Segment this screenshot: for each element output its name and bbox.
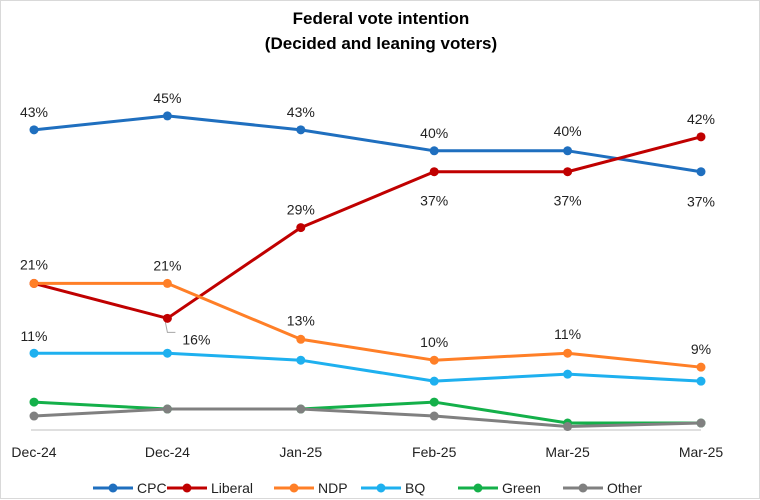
- data-label-ndp-3: 10%: [420, 334, 448, 350]
- data-label-cpc-2: 43%: [287, 104, 315, 120]
- x-tick-label-4: Mar-25: [545, 444, 590, 460]
- x-tick-label-3: Feb-25: [412, 444, 457, 460]
- data-point-liberal-2: [296, 223, 306, 233]
- data-point-liberal-5: [696, 132, 706, 142]
- legend-item-liberal: Liberal: [167, 480, 253, 496]
- data-point-liberal-4: [563, 167, 573, 177]
- data-label-ndp-4: 11%: [554, 326, 581, 342]
- data-point-bq-0: [29, 348, 39, 358]
- series-lines: [32, 114, 703, 429]
- data-point-other-1: [162, 404, 172, 414]
- x-tick-label-5: Mar-25: [679, 444, 724, 460]
- legend-item-green: Green: [458, 480, 541, 496]
- series-line-liberal: [32, 135, 703, 320]
- data-point-cpc-3: [429, 146, 439, 156]
- legend-swatch-marker: [376, 483, 386, 493]
- data-point-cpc-4: [563, 146, 573, 156]
- data-label-cpc-0: 43%: [20, 104, 48, 120]
- x-tick-label-0: Dec-24: [11, 444, 56, 460]
- data-point-other-3: [429, 411, 439, 421]
- data-labels: 43% 45% 43% 40% 40% 37% 21% 16% 29% 37% 37% 42% 21% 1…: [20, 90, 715, 357]
- data-point-ndp-5: [696, 362, 706, 372]
- data-point-ndp-0: [29, 278, 39, 288]
- legend-swatch-marker: [182, 483, 192, 493]
- legend-label: Green: [502, 480, 541, 496]
- data-label-ndp-1: 21%: [153, 257, 181, 273]
- data-label-cpc-5: 37%: [687, 194, 715, 210]
- data-point-cpc-0: [29, 125, 39, 135]
- legend-label: NDP: [318, 480, 348, 496]
- data-point-other-4: [563, 422, 573, 432]
- data-point-bq-1: [162, 348, 172, 358]
- data-label-liberal-3: 37%: [420, 193, 448, 209]
- data-point-bq-4: [563, 369, 573, 379]
- series-line-cpc: [32, 114, 703, 174]
- legend-item-cpc: CPC: [93, 480, 167, 496]
- legend-label: CPC: [137, 480, 167, 496]
- data-point-ndp-1: [162, 278, 172, 288]
- series-line-bq: [32, 351, 703, 383]
- data-label-ndp-5: 9%: [691, 341, 711, 357]
- legend-label: BQ: [405, 480, 425, 496]
- chart-subtitle: (Decided and leaning voters): [265, 34, 497, 53]
- data-label-ndp-2: 13%: [287, 312, 315, 328]
- legend-item-other: Other: [563, 480, 642, 496]
- leader-line-liberal-1: [164, 322, 176, 333]
- data-label-bq-0: 11%: [21, 328, 48, 344]
- series-points: [29, 111, 706, 432]
- data-point-bq-3: [429, 376, 439, 386]
- chart-title: Federal vote intention: [293, 9, 470, 28]
- legend-item-ndp: NDP: [274, 480, 348, 496]
- data-label-cpc-1: 45%: [153, 90, 181, 106]
- legend-item-bq: BQ: [361, 480, 425, 496]
- data-label-liberal-5: 42%: [687, 111, 715, 127]
- data-point-ndp-4: [563, 348, 573, 358]
- data-label-liberal-0: 21%: [20, 256, 48, 272]
- series-line-ndp: [32, 281, 703, 369]
- legend-swatch-marker: [473, 483, 483, 493]
- series-line-green: [32, 400, 703, 425]
- data-label-liberal-2: 29%: [287, 202, 315, 218]
- data-label-liberal-1: 16%: [182, 331, 210, 347]
- legend-label: Other: [607, 480, 642, 496]
- data-point-liberal-3: [429, 167, 439, 177]
- data-point-other-5: [696, 418, 706, 428]
- data-point-bq-2: [296, 355, 306, 365]
- legend-label: Liberal: [211, 480, 253, 496]
- x-tick-label-2: Jan-25: [279, 444, 322, 460]
- data-point-liberal-1: [162, 313, 172, 323]
- series-line-other: [32, 407, 703, 429]
- legend-swatch-marker: [578, 483, 588, 493]
- data-point-green-0: [29, 397, 39, 407]
- data-point-bq-5: [696, 376, 706, 386]
- x-tick-label-1: Dec-24: [145, 444, 190, 460]
- data-point-other-2: [296, 404, 306, 414]
- data-point-cpc-1: [162, 111, 172, 121]
- legend: CPC Liberal NDP BQ Green Other: [93, 480, 642, 496]
- data-point-ndp-2: [296, 334, 306, 344]
- data-point-green-3: [429, 397, 439, 407]
- data-label-cpc-3: 40%: [420, 125, 448, 141]
- legend-swatch-marker: [289, 483, 299, 493]
- leader-lines: [164, 322, 176, 333]
- data-label-cpc-4: 40%: [554, 123, 582, 139]
- data-point-other-0: [29, 411, 39, 421]
- data-point-cpc-2: [296, 125, 306, 135]
- data-point-ndp-3: [429, 355, 439, 365]
- data-point-cpc-5: [696, 167, 706, 177]
- data-label-liberal-4: 37%: [554, 193, 582, 209]
- legend-swatch-marker: [108, 483, 118, 493]
- x-axis-ticks: Dec-24 Dec-24 Jan-25 Feb-25 Mar-25 Mar-25: [11, 444, 723, 460]
